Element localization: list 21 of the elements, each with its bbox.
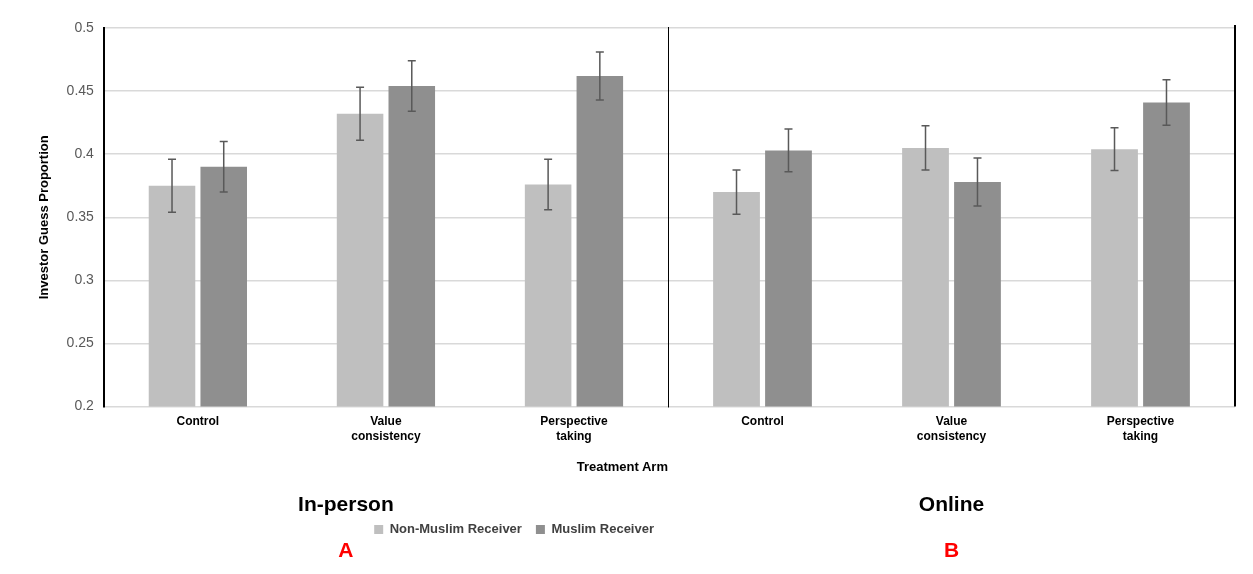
legend-label: Non-Muslim Receiver [389,521,522,537]
y-tick-label: 0.5 [74,18,95,35]
x-tick-label: Value consistency [916,414,987,443]
text: B [943,537,960,561]
y-tick-label: 0.2 [74,397,95,414]
text: A [338,537,354,561]
y-tick-label: 0.25 [66,334,95,351]
y-tick-label: 0.4 [74,145,95,162]
x-tick-label: Value consistency [351,414,421,443]
y-tick-label: 0.35 [66,208,95,225]
text: In-person [298,491,394,515]
legend-label: Muslim Receiver [551,521,655,537]
y-tick-label: 0.3 [74,271,95,288]
y-tick-label: 0.45 [66,81,95,98]
x-tick-label: Perspective taking [1106,414,1175,443]
y-axis-title: Investor Guess Proportion [36,135,52,300]
x-tick-label: Control [741,414,784,429]
x-tick-label: Control [176,414,220,429]
x-tick-label: Perspective taking [540,414,608,443]
text: Online [918,491,985,515]
x-axis-title: Treatment Arm [576,458,668,474]
